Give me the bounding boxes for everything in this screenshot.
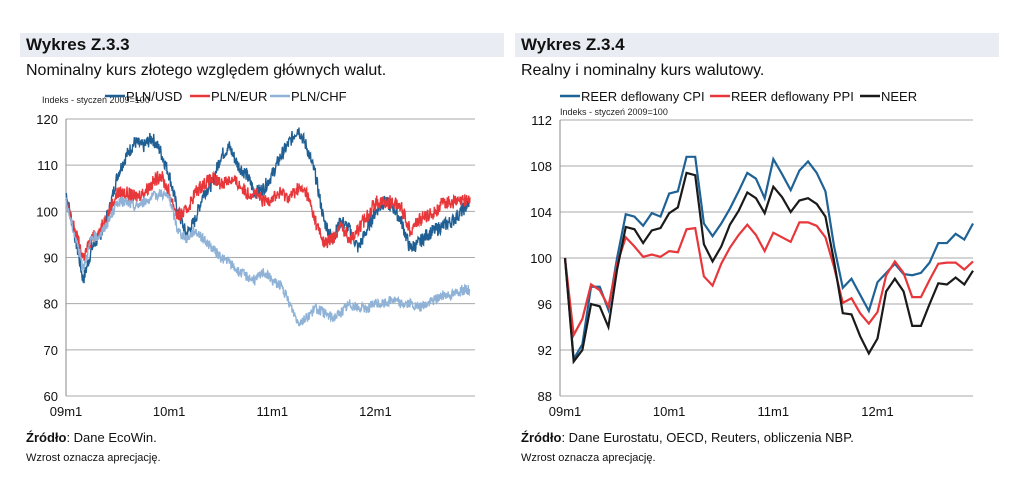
x-tick-label: 10m1 <box>653 404 686 419</box>
source: Źródło: Dane Eurostatu, OECD, Reuters, o… <box>521 430 854 445</box>
x-tick-label: 09m1 <box>549 404 582 419</box>
chart-real: 88 92 96 100 104 108 112 09m1 10m1 11m1 12m1 Indeks… <box>530 89 974 419</box>
y-tick-label: 60 <box>44 389 58 404</box>
y-axis-label: Indeks - styczeń 2009=100 <box>42 95 150 105</box>
legend-label: PLN/USD <box>126 89 182 104</box>
x-tick-label: 10m1 <box>153 404 186 419</box>
source-text: : Dane Eurostatu, OECD, Reuters, oblicze… <box>561 430 854 445</box>
y-tick-label: 96 <box>538 297 552 312</box>
note: Wzrost oznacza aprecjację. <box>26 452 161 464</box>
chart-nominal: 60 70 80 90 100 110 120 09m1 10m1 11m1 12m1 Indeks … <box>36 89 475 419</box>
panel-z34: Wykres Z.3.4 Realny i nominalny kurs wal… <box>515 0 999 487</box>
x-tick-label: 11m1 <box>257 404 289 419</box>
source-text: : Dane EcoWin. <box>66 430 157 445</box>
chart-subtitle: Realny i nominalny kurs walutowy. <box>521 62 765 79</box>
source: Źródło: Dane EcoWin. <box>26 430 157 445</box>
panel-z33: Wykres Z.3.3 Nominalny kurs złotego wzgl… <box>20 0 504 487</box>
y-axis-label: Indeks - styczeń 2009=100 <box>560 107 668 117</box>
legend-label: NEER <box>881 89 917 104</box>
chart-title: Wykres Z.3.4 <box>515 33 999 57</box>
series-line-neer <box>563 171 974 365</box>
y-tick-label: 80 <box>44 297 58 312</box>
x-tick-label: 12m1 <box>861 404 894 419</box>
y-tick-label: 88 <box>538 389 552 404</box>
note: Wzrost oznacza aprecjację. <box>521 452 656 464</box>
legend-label: REER deflowany CPI <box>581 89 705 104</box>
series-line-pln-eur <box>65 170 471 261</box>
x-tick-label: 09m1 <box>50 404 83 419</box>
chart-subtitle: Nominalny kurs złotego względem głównych… <box>26 62 387 79</box>
source-label: Źródło <box>521 430 562 445</box>
y-tick-label: 70 <box>44 343 58 358</box>
legend-label: REER deflowany PPI <box>731 89 854 104</box>
y-tick-label: 100 <box>530 251 552 266</box>
y-tick-label: 90 <box>44 251 58 266</box>
y-tick-label: 92 <box>538 343 552 358</box>
x-tick-label: 11m1 <box>758 404 790 419</box>
x-tick-label: 12m1 <box>359 404 392 419</box>
y-tick-label: 110 <box>37 158 58 173</box>
y-tick-label: 100 <box>36 204 58 219</box>
source-label: Źródło <box>26 430 67 445</box>
legend-label: PLN/CHF <box>291 89 347 104</box>
y-tick-label: 104 <box>530 205 552 220</box>
legend-label: PLN/EUR <box>211 89 267 104</box>
series-line-pln-chf <box>65 189 471 327</box>
series-line-pln-usd <box>65 127 471 284</box>
series-line-reer-deflowany-ppi <box>563 221 974 339</box>
y-tick-label: 112 <box>531 113 552 128</box>
y-tick-label: 108 <box>530 159 552 174</box>
chart-title: Wykres Z.3.3 <box>20 33 504 57</box>
y-tick-label: 120 <box>36 112 58 127</box>
